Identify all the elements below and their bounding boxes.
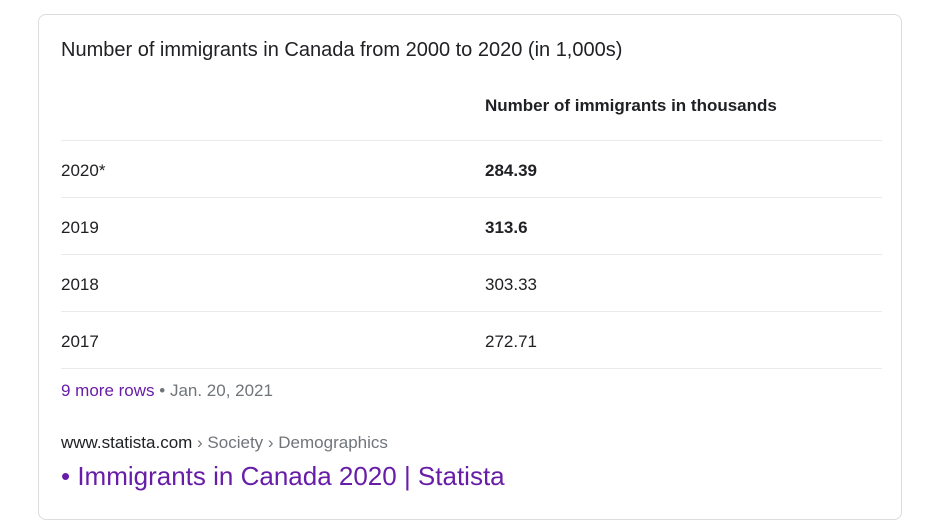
- breadcrumb-path: › Society › Demographics: [192, 433, 388, 452]
- year-cell: 2020*: [61, 161, 106, 180]
- value-cell: 272.71: [485, 332, 537, 351]
- value-cell: 313.6: [485, 218, 528, 237]
- immigration-table: Number of immigrants in thousands 2020* …: [61, 87, 882, 369]
- separator: •: [154, 381, 170, 400]
- value-cell: 303.33: [485, 275, 537, 294]
- snippet-date: Jan. 20, 2021: [169, 381, 273, 400]
- source-breadcrumb: www.statista.com › Society › Demographic…: [61, 433, 388, 453]
- table-row: 2019 313.6: [61, 198, 882, 255]
- table-row: 2020* 284.39: [61, 141, 882, 198]
- more-rows-line: 9 more rows • Jan. 20, 2021: [61, 381, 273, 401]
- column-header-value: Number of immigrants in thousands: [485, 96, 777, 115]
- result-title-link[interactable]: • Immigrants in Canada 2020 | Statista: [61, 461, 505, 491]
- year-cell: 2019: [61, 218, 99, 237]
- year-cell: 2018: [61, 275, 99, 294]
- table-caption: Number of immigrants in Canada from 2000…: [61, 39, 623, 61]
- more-rows-link[interactable]: 9 more rows: [61, 381, 155, 400]
- year-cell: 2017: [61, 332, 99, 351]
- table-row: 2018 303.33: [61, 255, 882, 312]
- table-header: Number of immigrants in thousands: [61, 87, 882, 141]
- table-row: 2017 272.71: [61, 312, 882, 369]
- source-site[interactable]: www.statista.com: [61, 433, 193, 452]
- value-cell: 284.39: [485, 161, 537, 180]
- featured-snippet-card: Number of immigrants in Canada from 2000…: [38, 14, 902, 520]
